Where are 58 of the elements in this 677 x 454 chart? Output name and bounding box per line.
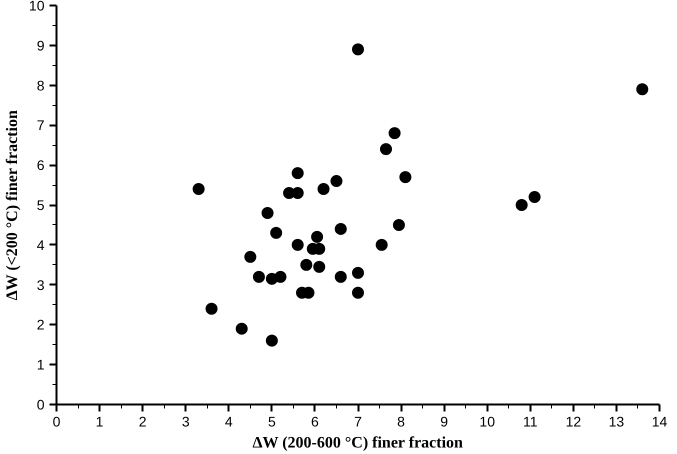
point: [528, 191, 541, 204]
x-tick-label: 6: [311, 414, 320, 430]
point: [292, 187, 304, 200]
point: [236, 322, 248, 335]
x-tick-label: 5: [268, 414, 276, 430]
point: [388, 127, 401, 140]
y-tick-label: 6: [36, 157, 45, 174]
point: [206, 302, 218, 315]
point: [334, 222, 347, 235]
point: [330, 175, 342, 188]
point: [274, 270, 286, 283]
y-tick-label: 2: [36, 316, 45, 333]
y-tick-label: 4: [36, 236, 45, 253]
point: [334, 270, 347, 283]
point: [311, 230, 324, 243]
point: [292, 238, 304, 251]
point: [399, 171, 412, 184]
x-tick-label: 4: [224, 414, 233, 430]
x-tick-label: 13: [608, 414, 624, 430]
x-axis-title: ΔW (200-600 °C) finer fraction: [252, 434, 464, 452]
x-tick-label: 2: [138, 414, 147, 430]
x-tick-label: 9: [440, 414, 448, 430]
point: [352, 266, 364, 279]
point: [352, 43, 364, 56]
y-tick-label: 1: [36, 356, 45, 373]
point: [300, 258, 312, 271]
x-tick-label: 0: [52, 414, 61, 430]
y-tick-label: 0: [36, 396, 45, 412]
x-tick-label: 3: [182, 414, 190, 430]
x-tick-label: 8: [397, 414, 406, 430]
point: [252, 270, 265, 283]
x-tick-label: 11: [523, 414, 538, 430]
y-tick-label: 5: [36, 197, 45, 213]
x-tick-label: 10: [479, 414, 496, 430]
y-tick-label: 9: [36, 37, 45, 54]
point: [192, 183, 205, 196]
point: [636, 83, 648, 96]
y-tick-label: 10: [28, 0, 45, 14]
x-tick-label: 7: [354, 414, 362, 430]
point: [266, 334, 278, 347]
y-tick-label: 8: [36, 77, 45, 94]
point: [380, 143, 392, 156]
point: [262, 206, 274, 219]
y-axis-title: ΔW (<200 °C) finer fraction: [4, 110, 21, 300]
x-tick-label: 14: [652, 414, 668, 430]
x-tick-label: 12: [566, 414, 582, 430]
point: [244, 250, 256, 263]
point: [313, 260, 326, 273]
point: [392, 218, 405, 231]
point: [292, 167, 304, 180]
point: [352, 286, 364, 299]
point: [516, 199, 528, 211]
point: [318, 183, 330, 196]
y-tick-label: 7: [36, 117, 45, 134]
x-tick-label: 1: [96, 414, 104, 430]
point: [270, 226, 282, 239]
y-tick-label: 3: [36, 276, 45, 293]
point: [376, 238, 388, 251]
